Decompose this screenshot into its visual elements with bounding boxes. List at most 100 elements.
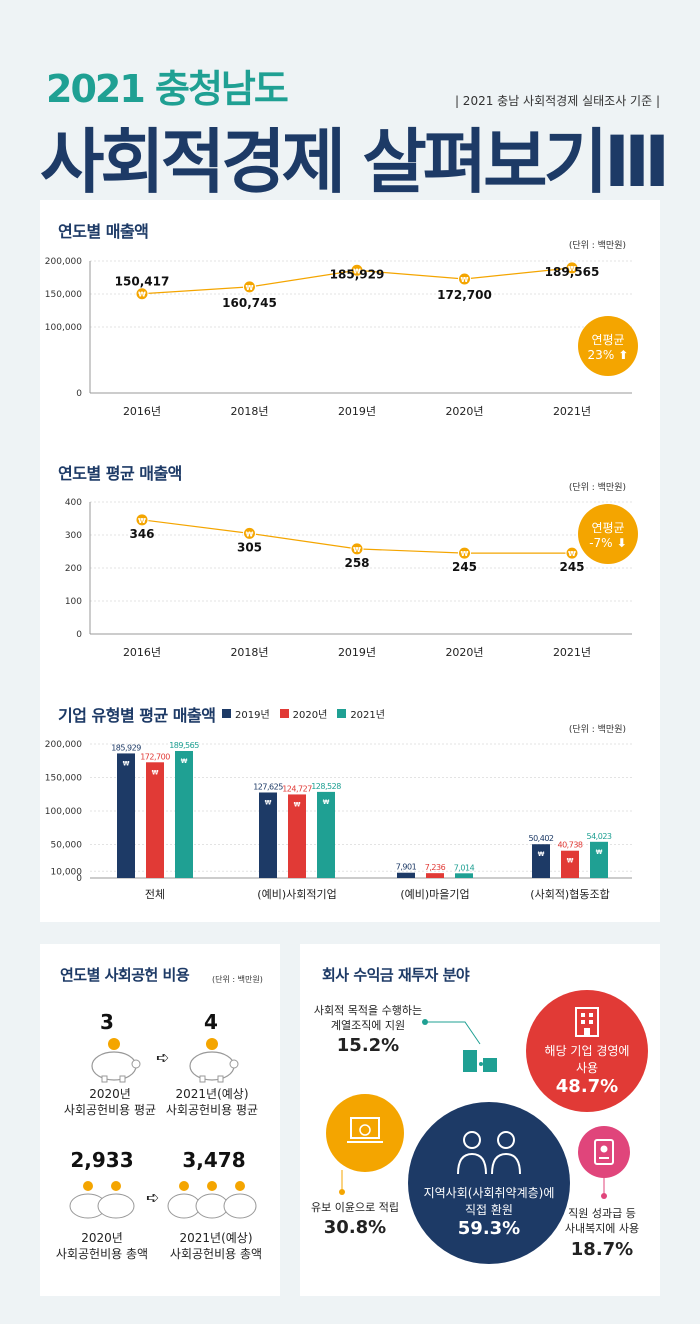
data-label: 127,625 — [253, 782, 283, 791]
data-label: 172,700 — [140, 752, 170, 761]
reinvest-title: 회사 수익금 재투자 분야 — [322, 966, 470, 984]
label-line: 사내복지에 사용 — [564, 1222, 640, 1236]
y-tick-label: 100,000 — [45, 807, 82, 817]
reinvest-bubble-management: 해당 기업 경영에 사용 48.7% — [526, 990, 648, 1112]
data-label: 245 — [559, 560, 584, 574]
office-building-icon — [575, 1006, 599, 1037]
chart2-badge-label: 연평균 — [591, 520, 625, 535]
piggy-banks-icon — [69, 1181, 135, 1219]
data-point — [135, 513, 149, 527]
won-icon: ₩ — [246, 284, 254, 292]
chart1-badge-value: 23% ⬆ — [588, 348, 629, 362]
label-line: 사회공헌비용 총액 — [55, 1247, 149, 1262]
bar — [455, 873, 473, 878]
data-point — [350, 263, 364, 277]
bar — [259, 792, 277, 878]
data-label: 128,528 — [311, 782, 341, 791]
data-label: 7,901 — [396, 863, 417, 872]
reinvest-pct: 59.3% — [457, 1217, 521, 1239]
chart2-badge-value: -7% ⬇ — [589, 536, 627, 550]
data-point — [243, 526, 256, 540]
label-line: 2021년(예상) — [179, 1231, 253, 1245]
data-label: 54,023 — [587, 832, 612, 841]
chart3-legend: 2019년 2020년 2021년 — [222, 706, 385, 721]
avg-2020-value: 3 — [100, 1010, 114, 1034]
legend-item: 2019년 — [222, 706, 270, 721]
chart1-badge: 연평균 23% ⬆ — [578, 316, 638, 376]
won-icon: ₩ — [323, 799, 330, 806]
data-label: 40,738 — [558, 841, 583, 850]
reinvest-bubble-retained — [326, 1094, 404, 1172]
won-icon: ₩ — [246, 530, 254, 538]
total-2021-label: 2021년(예상) 사회공헌비용 총액 — [156, 1230, 276, 1262]
chart3-svg: 010,000 50,000 100,000 150,000 200,000 ₩185,9… — [45, 740, 632, 901]
y-tick-label: 200,000 — [45, 257, 82, 267]
reinvest-pct: 15.2% — [336, 1034, 400, 1056]
label-line: 유보 이윤으로 적립 — [311, 1201, 399, 1214]
data-label: 305 — [237, 540, 262, 554]
header-basis: | 2021 충남 사회적경제 실태조사 기준 | — [454, 94, 660, 108]
y-tick-label: 0 — [76, 389, 82, 399]
label-line: 직접 환원 — [465, 1202, 513, 1217]
won-icon: ₩ — [403, 880, 410, 887]
data-label: 7,014 — [454, 863, 475, 872]
arrow-right-icon: ➪ — [146, 1188, 160, 1207]
label-line: 사용 — [575, 1060, 599, 1075]
contribution-panel — [40, 944, 280, 1296]
data-label: 160,745 — [222, 296, 277, 310]
legend-item: 2021년 — [337, 706, 385, 721]
y-tick-label: 100,000 — [45, 323, 82, 333]
won-icon: ₩ — [568, 265, 576, 273]
piggy-bank-icon — [189, 1038, 239, 1083]
bar — [590, 841, 608, 878]
chart3-unit: (단위 : 백만원) — [568, 725, 626, 735]
won-icon: ₩ — [353, 546, 361, 554]
page-title: 사회적경제 살펴보기Ⅲ — [40, 121, 670, 203]
x-tick-label: 2020년 — [445, 646, 483, 659]
avg-2021-value: 4 — [204, 1010, 218, 1034]
won-icon: ₩ — [461, 550, 469, 558]
y-tick-label: 0 — [76, 630, 82, 640]
won-icon: ₩ — [294, 801, 301, 808]
data-label: 189,565 — [169, 741, 199, 750]
total-2020-value: 2,933 — [70, 1148, 134, 1172]
bar — [175, 750, 193, 878]
y-tick-label: 300 — [65, 531, 82, 541]
data-label: 172,700 — [437, 288, 492, 302]
label-line: 2020년 — [89, 1087, 131, 1101]
bar — [397, 872, 415, 878]
arrow-right-icon: ➪ — [156, 1048, 170, 1067]
piggy-banks-icon — [167, 1181, 257, 1219]
x-tick-label: 2020년 — [445, 405, 483, 418]
reinvest-pct: 30.8% — [323, 1217, 387, 1239]
chart2-unit: (단위 : 백만원) — [568, 483, 626, 493]
y-tick-label: 0 — [76, 874, 82, 884]
bar — [561, 850, 579, 878]
legend-item: 2020년 — [279, 706, 327, 721]
legend-label: 2021년 — [350, 710, 385, 721]
chart2-badge-number: -7% — [589, 535, 613, 550]
chart2-svg: 0 100 200 300 400 ₩346 2016년 ₩305 2018년 ₩258 2019년… — [65, 498, 632, 659]
header-year-region: 2021 충청남도 — [46, 67, 289, 111]
label-line: 계열조직에 지원 — [330, 1018, 406, 1032]
label-line: 사회공헌비용 평균 — [165, 1103, 259, 1118]
y-tick-label: 50,000 — [51, 841, 83, 851]
chart1-badge-label: 연평균 — [591, 332, 625, 347]
bar — [117, 753, 135, 878]
connector-line — [339, 1170, 345, 1195]
label-line: 지역사회(사회취약계층)에 — [423, 1185, 555, 1200]
data-label: 185,929 — [111, 743, 141, 752]
x-tick-label: 2021년 — [553, 646, 591, 659]
won-icon: ₩ — [138, 517, 146, 525]
id-badge-icon — [594, 1139, 614, 1165]
reinvest-bubble-employee — [578, 1126, 630, 1178]
charts-panel — [40, 200, 660, 922]
y-tick-label: 200,000 — [45, 740, 82, 750]
bar — [426, 873, 444, 878]
legend-label: 2019년 — [235, 710, 270, 721]
label-line: 2021년(예상) — [175, 1087, 249, 1101]
arrow-down-icon: ⬇ — [612, 535, 627, 550]
data-label: 50,402 — [529, 834, 554, 843]
x-tick-label: 2016년 — [123, 405, 161, 418]
won-icon: ₩ — [538, 851, 545, 858]
